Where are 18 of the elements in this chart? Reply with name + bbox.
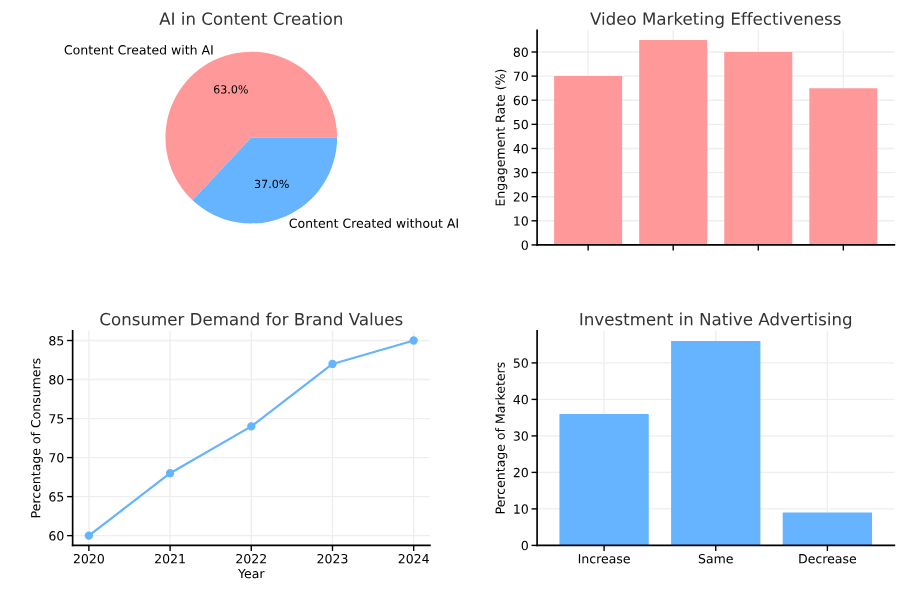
pie-slice	[192, 137, 338, 224]
chart-title: AI in Content Creation	[159, 12, 342, 25]
pie-slice	[165, 51, 338, 201]
point	[328, 359, 337, 369]
bar	[639, 39, 708, 245]
chart-title: Investment in Native Advertising	[580, 312, 852, 329]
bar	[724, 52, 793, 245]
chart-title: Video Marketing Effectiveness	[590, 12, 841, 29]
point	[247, 422, 256, 431]
point	[409, 336, 418, 345]
point	[165, 469, 175, 478]
bar	[671, 341, 761, 546]
bar	[809, 88, 878, 245]
chart-title: Consumer Demand for Brand Values	[100, 312, 403, 326]
bar	[559, 414, 649, 546]
bar	[554, 76, 623, 245]
point	[84, 531, 94, 540]
bar	[782, 512, 873, 546]
